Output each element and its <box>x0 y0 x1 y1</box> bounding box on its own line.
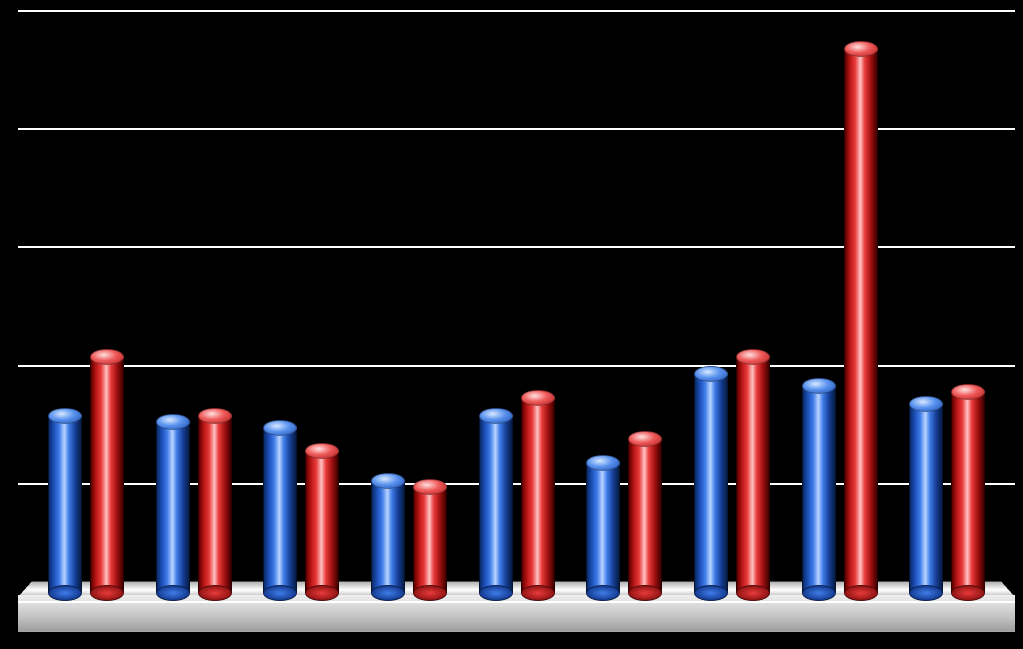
bar-cap-top <box>263 420 297 436</box>
bar <box>736 349 770 601</box>
bar-cap-top <box>844 41 878 57</box>
bar-cap-top <box>371 473 405 489</box>
bar-cap-top <box>736 349 770 365</box>
bar-cap-bottom <box>156 585 190 601</box>
bar <box>479 408 513 601</box>
bar-cap-top <box>198 408 232 424</box>
bar-cap-top <box>479 408 513 424</box>
bar-body <box>305 451 339 593</box>
bar-body <box>198 416 232 593</box>
bar-cap-bottom <box>413 585 447 601</box>
bar-body <box>628 439 662 593</box>
bar <box>909 396 943 601</box>
bar <box>694 366 728 601</box>
bar-body <box>951 392 985 593</box>
bar-cap-top <box>586 455 620 471</box>
bar-cap-bottom <box>951 585 985 601</box>
bar-body <box>48 416 82 593</box>
bar-body <box>802 386 836 593</box>
bar-group <box>247 0 355 601</box>
bar <box>90 349 124 601</box>
bar-cap-bottom <box>736 585 770 601</box>
bar <box>413 479 447 601</box>
bar-cap-bottom <box>263 585 297 601</box>
bar-group <box>570 0 678 601</box>
bar <box>371 473 405 601</box>
bar <box>628 431 662 601</box>
bar-cap-bottom <box>844 585 878 601</box>
bar-cap-top <box>48 408 82 424</box>
bar <box>521 390 555 601</box>
bar <box>48 408 82 601</box>
bar <box>198 408 232 601</box>
bar-body <box>413 487 447 593</box>
bar-cap-bottom <box>48 585 82 601</box>
bar-body <box>90 357 124 593</box>
bar-cap-top <box>413 479 447 495</box>
bar-cap-bottom <box>628 585 662 601</box>
bar <box>305 443 339 601</box>
bar-group <box>355 0 463 601</box>
bar-group <box>786 0 894 601</box>
bar-body <box>844 49 878 593</box>
gridline <box>18 601 1015 603</box>
bar-group <box>32 0 140 601</box>
bar-cap-top <box>90 349 124 365</box>
bar <box>951 384 985 601</box>
bar-body <box>521 398 555 593</box>
bar-group <box>463 0 571 601</box>
bar <box>263 420 297 601</box>
bar <box>156 414 190 601</box>
bar-groups <box>18 0 1015 601</box>
bar-cap-bottom <box>521 585 555 601</box>
bar-cap-top <box>802 378 836 394</box>
bar-body <box>736 357 770 593</box>
bar-body <box>371 481 405 593</box>
bar-cap-top <box>156 414 190 430</box>
bar <box>802 378 836 601</box>
bar-cap-top <box>909 396 943 412</box>
bar-group <box>140 0 248 601</box>
bar-body <box>479 416 513 593</box>
bar-body <box>694 374 728 593</box>
plot-area <box>18 0 1015 649</box>
bar-body <box>909 404 943 593</box>
bar <box>844 41 878 601</box>
bar-cap-bottom <box>305 585 339 601</box>
bar-body <box>263 428 297 593</box>
bar-cap-bottom <box>694 585 728 601</box>
bar-group <box>893 0 1001 601</box>
bar-cap-bottom <box>586 585 620 601</box>
bar-cap-bottom <box>371 585 405 601</box>
bar-cap-bottom <box>90 585 124 601</box>
bar-cap-top <box>521 390 555 406</box>
bar-chart <box>0 0 1023 649</box>
bar-cap-bottom <box>909 585 943 601</box>
bar <box>586 455 620 601</box>
bar-cap-bottom <box>802 585 836 601</box>
bar-cap-bottom <box>198 585 232 601</box>
bar-group <box>678 0 786 601</box>
bar-body <box>156 422 190 593</box>
bar-body <box>586 463 620 593</box>
bar-cap-bottom <box>479 585 513 601</box>
